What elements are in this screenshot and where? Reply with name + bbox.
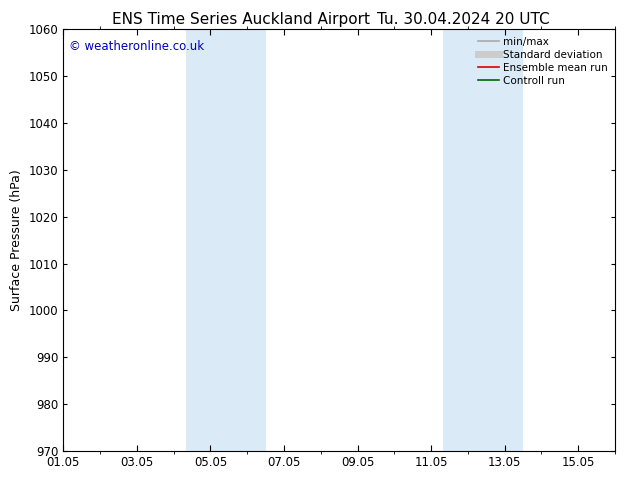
- Y-axis label: Surface Pressure (hPa): Surface Pressure (hPa): [10, 169, 23, 311]
- Bar: [443, 29, 523, 451]
- Text: ENS Time Series Auckland Airport: ENS Time Series Auckland Airport: [112, 12, 370, 27]
- Legend: min/max, Standard deviation, Ensemble mean run, Controll run: min/max, Standard deviation, Ensemble me…: [476, 35, 610, 88]
- Text: © weatheronline.co.uk: © weatheronline.co.uk: [69, 40, 204, 53]
- Text: Tu. 30.04.2024 20 UTC: Tu. 30.04.2024 20 UTC: [377, 12, 549, 27]
- Bar: [186, 29, 266, 451]
